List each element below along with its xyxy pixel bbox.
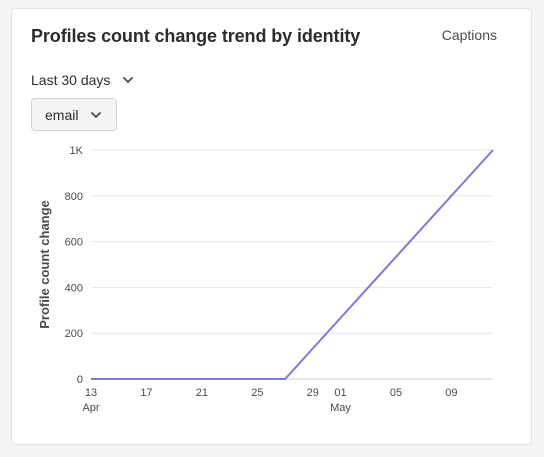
x-tick-label: 05 [390, 387, 402, 399]
x-tick-label: 21 [196, 387, 208, 399]
grid-lines [91, 149, 493, 380]
line-chart: 0 200 400 600 800 1K 13 Apr 17 21 25 29 01 May 05 09 P… [37, 145, 494, 414]
y-tick-label: 0 [77, 374, 83, 386]
date-range-label: Last 30 days [31, 72, 111, 88]
x-tick-label: 09 [445, 387, 457, 399]
y-axis-title: Profile count change [37, 200, 52, 329]
y-axis-ticks: 0 200 400 600 800 1K [65, 145, 84, 386]
x-tick-label: 29 [307, 387, 319, 399]
date-range-dropdown[interactable]: Last 30 days [31, 72, 134, 88]
y-tick-label: 600 [65, 237, 83, 249]
identity-picker-label: email [45, 106, 79, 123]
x-tick-label: 01 [334, 387, 346, 399]
chevron-down-icon [91, 111, 102, 118]
x-tick-month-label: May [330, 402, 351, 414]
x-tick-label: 13 [85, 387, 97, 399]
y-tick-label: 200 [65, 328, 83, 340]
chart-card: Profiles count change trend by identity … [11, 8, 532, 445]
chart-title: Profiles count change trend by identity [31, 26, 361, 46]
x-axis-ticks: 13 Apr 17 21 25 29 01 May 05 09 [82, 387, 457, 414]
x-tick-label: 25 [251, 387, 263, 399]
identity-picker[interactable]: email [31, 98, 117, 131]
x-tick-label: 17 [140, 387, 152, 399]
x-tick-month-label: Apr [82, 402, 99, 414]
y-tick-label: 1K [70, 145, 84, 157]
chevron-down-icon [123, 77, 134, 83]
series-layer [91, 149, 494, 380]
y-tick-label: 800 [65, 191, 83, 203]
y-tick-label: 400 [65, 282, 83, 294]
captions-button[interactable]: Captions [441, 27, 497, 43]
series-line [91, 149, 494, 380]
